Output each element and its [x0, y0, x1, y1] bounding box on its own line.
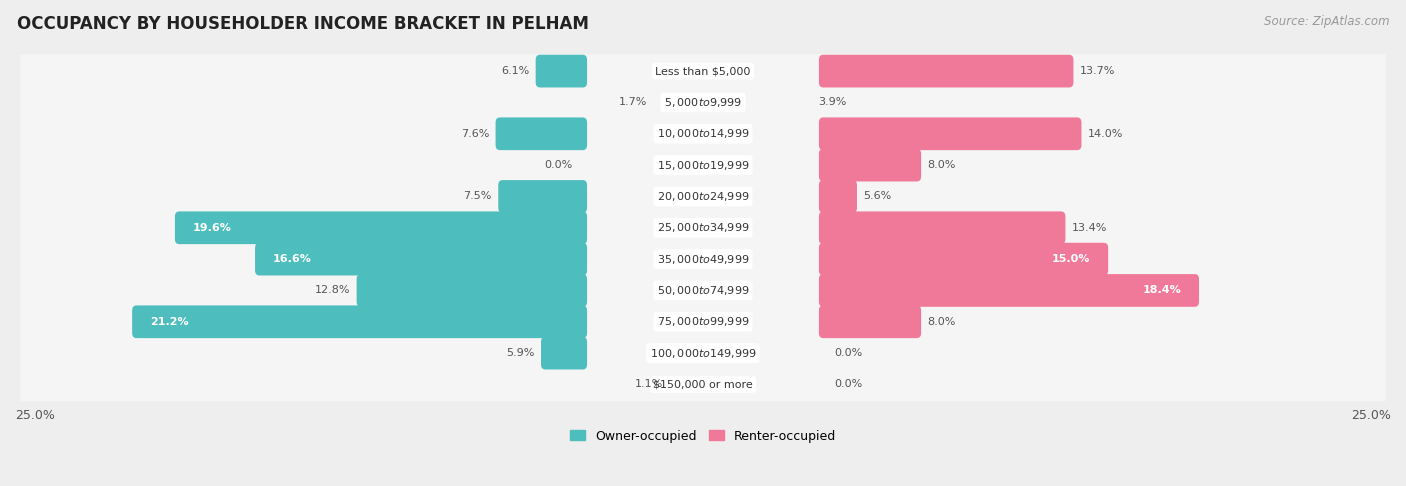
Text: 8.0%: 8.0% — [928, 317, 956, 327]
Text: Less than $5,000: Less than $5,000 — [655, 66, 751, 76]
Text: Source: ZipAtlas.com: Source: ZipAtlas.com — [1264, 15, 1389, 28]
Text: 14.0%: 14.0% — [1088, 129, 1123, 139]
Text: 15.0%: 15.0% — [1052, 254, 1091, 264]
Text: 8.0%: 8.0% — [928, 160, 956, 170]
Text: 5.6%: 5.6% — [863, 191, 891, 201]
FancyBboxPatch shape — [818, 211, 1066, 244]
Text: $15,000 to $19,999: $15,000 to $19,999 — [657, 158, 749, 172]
FancyBboxPatch shape — [20, 367, 1386, 401]
FancyBboxPatch shape — [541, 337, 588, 369]
Text: 5.9%: 5.9% — [506, 348, 534, 358]
Text: 7.6%: 7.6% — [461, 129, 489, 139]
Text: 7.5%: 7.5% — [464, 191, 492, 201]
Text: $50,000 to $74,999: $50,000 to $74,999 — [657, 284, 749, 297]
Text: 3.9%: 3.9% — [818, 98, 846, 107]
Text: $100,000 to $149,999: $100,000 to $149,999 — [650, 347, 756, 360]
FancyBboxPatch shape — [536, 55, 588, 87]
Text: OCCUPANCY BY HOUSEHOLDER INCOME BRACKET IN PELHAM: OCCUPANCY BY HOUSEHOLDER INCOME BRACKET … — [17, 15, 589, 33]
Text: 21.2%: 21.2% — [150, 317, 188, 327]
FancyBboxPatch shape — [20, 274, 1386, 307]
FancyBboxPatch shape — [20, 211, 1386, 244]
FancyBboxPatch shape — [818, 118, 1081, 150]
Text: 6.1%: 6.1% — [501, 66, 529, 76]
Text: $20,000 to $24,999: $20,000 to $24,999 — [657, 190, 749, 203]
FancyBboxPatch shape — [818, 243, 1108, 276]
Text: $10,000 to $14,999: $10,000 to $14,999 — [657, 127, 749, 140]
Text: 1.7%: 1.7% — [619, 98, 647, 107]
Text: 13.7%: 13.7% — [1080, 66, 1115, 76]
FancyBboxPatch shape — [20, 148, 1386, 182]
FancyBboxPatch shape — [498, 180, 588, 213]
Text: $75,000 to $99,999: $75,000 to $99,999 — [657, 315, 749, 328]
FancyBboxPatch shape — [20, 305, 1386, 339]
FancyBboxPatch shape — [818, 274, 1199, 307]
FancyBboxPatch shape — [20, 54, 1386, 88]
FancyBboxPatch shape — [357, 274, 588, 307]
Text: 13.4%: 13.4% — [1071, 223, 1107, 233]
FancyBboxPatch shape — [818, 180, 858, 213]
FancyBboxPatch shape — [818, 55, 1073, 87]
FancyBboxPatch shape — [20, 179, 1386, 213]
FancyBboxPatch shape — [20, 117, 1386, 151]
Text: $25,000 to $34,999: $25,000 to $34,999 — [657, 221, 749, 234]
Text: 16.6%: 16.6% — [273, 254, 312, 264]
FancyBboxPatch shape — [20, 242, 1386, 276]
Text: 18.4%: 18.4% — [1143, 285, 1181, 295]
Legend: Owner-occupied, Renter-occupied: Owner-occupied, Renter-occupied — [565, 425, 841, 448]
Text: $150,000 or more: $150,000 or more — [654, 380, 752, 389]
Text: 12.8%: 12.8% — [315, 285, 350, 295]
Text: 0.0%: 0.0% — [544, 160, 572, 170]
FancyBboxPatch shape — [818, 305, 921, 338]
FancyBboxPatch shape — [20, 86, 1386, 120]
FancyBboxPatch shape — [20, 336, 1386, 370]
FancyBboxPatch shape — [495, 118, 588, 150]
Text: 19.6%: 19.6% — [193, 223, 232, 233]
Text: 1.1%: 1.1% — [634, 380, 662, 389]
Text: $5,000 to $9,999: $5,000 to $9,999 — [664, 96, 742, 109]
FancyBboxPatch shape — [254, 243, 588, 276]
Text: 0.0%: 0.0% — [834, 348, 862, 358]
Text: 0.0%: 0.0% — [834, 380, 862, 389]
Text: $35,000 to $49,999: $35,000 to $49,999 — [657, 253, 749, 266]
FancyBboxPatch shape — [818, 149, 921, 181]
FancyBboxPatch shape — [132, 305, 588, 338]
FancyBboxPatch shape — [174, 211, 588, 244]
